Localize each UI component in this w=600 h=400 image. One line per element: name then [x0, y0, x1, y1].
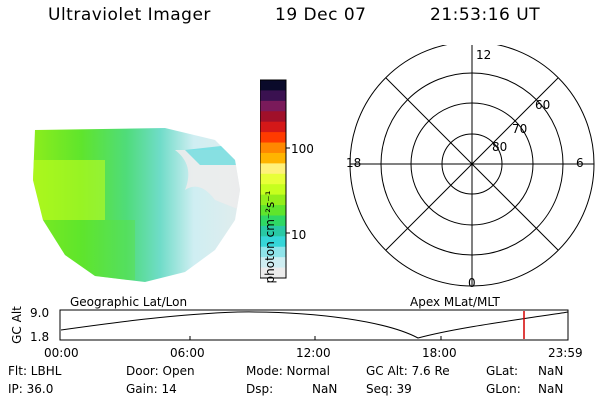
colorbar-segment — [260, 121, 286, 133]
glat-value: NaN — [538, 364, 564, 378]
filter-info: Flt: LBHL — [8, 364, 62, 378]
altitude-plot — [59, 309, 569, 341]
glon-info: GLon: — [486, 382, 521, 396]
alt-tick-9: 9.0 — [30, 306, 50, 320]
instrument-title: Ultraviolet Imager — [48, 5, 211, 25]
lat-label-60: 60 — [535, 98, 551, 112]
dsp-value: NaN — [312, 382, 338, 396]
colorbar-segment — [260, 246, 286, 258]
color-bar — [260, 79, 290, 279]
lat-label-70: 70 — [512, 122, 528, 136]
mlt-label-0: 0 — [468, 276, 476, 290]
colorbar-segment — [260, 236, 286, 248]
gain-info: Gain: 14 — [126, 382, 177, 396]
colorbar-tick-100: 100 — [291, 142, 314, 156]
time-label: 21:53:16 UT — [430, 5, 541, 25]
door-info: Door: Open — [126, 364, 195, 378]
colorbar-segment — [260, 173, 286, 185]
time-tick-1800: 18:00 — [422, 346, 457, 360]
colorbar-segment — [260, 100, 286, 112]
colorbar-border — [260, 79, 287, 279]
time-tick-2359: 23:59 — [548, 346, 583, 360]
colorbar-segment — [260, 80, 286, 91]
colorbar-segment — [260, 194, 286, 206]
colorbar-segment — [260, 111, 286, 123]
mlt-label-12: 12 — [476, 48, 492, 62]
mlt-label-18: 18 — [346, 156, 362, 170]
colorbar-segment — [260, 152, 286, 164]
colorbar-segment — [260, 132, 286, 144]
date-label: 19 Dec 07 — [275, 5, 367, 25]
colorbar-tick-10: 10 — [291, 228, 307, 242]
lat-label-80: 80 — [492, 140, 508, 154]
colorbar-segment — [260, 163, 286, 175]
mlt-label-6: 6 — [576, 156, 584, 170]
mode-info: Mode: Normal — [246, 364, 330, 378]
geographic-label: Geographic Lat/Lon — [70, 295, 188, 309]
apex-label: Apex MLat/MLT — [410, 295, 500, 309]
colorbar-segment — [260, 225, 286, 237]
ip-info: IP: 36.0 — [8, 382, 54, 396]
time-tick-0600: 06:00 — [170, 346, 205, 360]
time-tick-0000: 00:00 — [44, 346, 79, 360]
colorbar-segment — [260, 215, 286, 227]
colorbar-segment — [260, 184, 286, 196]
dsp-info: Dsp: — [246, 382, 274, 396]
polar-plot — [349, 45, 595, 287]
colorbar-segment — [260, 205, 286, 216]
glat-info: GLat: — [486, 364, 519, 378]
colorbar-segment — [260, 267, 286, 279]
gc-alt-info: GC Alt: 7.6 Re — [366, 364, 450, 378]
time-tick-1200: 12:00 — [296, 346, 331, 360]
altitude-axis-label: GC Alt — [10, 306, 24, 344]
colorbar-segment — [260, 90, 286, 102]
colorbar-segment — [260, 142, 286, 154]
glon-value: NaN — [538, 382, 564, 396]
colorbar-segment — [260, 257, 286, 269]
seq-info: Seq: 39 — [366, 382, 412, 396]
colorbar-unit-label: photon cm⁻²s⁻¹ — [263, 190, 277, 284]
auroral-image — [33, 128, 240, 282]
alt-tick-1-8: 1.8 — [30, 330, 50, 344]
